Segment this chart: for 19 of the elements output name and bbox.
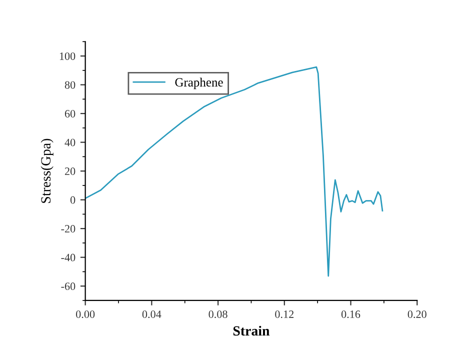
- y-axis-title: Stress(Gpa): [40, 138, 54, 203]
- x-tick-label: 0.20: [408, 310, 426, 318]
- x-tick-label: 0.08: [208, 310, 228, 318]
- x-tick-label: 0.00: [76, 310, 95, 318]
- x-tick-label: 0.04: [142, 310, 162, 318]
- x-axis-title: Strain: [233, 326, 270, 336]
- x-tick-label: 0.16: [341, 310, 360, 318]
- y-tick-label: 80: [64, 81, 76, 89]
- y-tick-label: -20: [61, 225, 76, 233]
- y-tick-label: -60: [61, 282, 76, 290]
- line-series: [85, 66, 384, 277]
- y-tick-label: 0: [70, 196, 76, 204]
- y-tick-label: -40: [61, 254, 76, 262]
- x-tick-label: 0.12: [275, 310, 294, 318]
- y-tick-label: 20: [64, 168, 76, 176]
- y-tick-label: 60: [64, 110, 76, 118]
- y-tick-label: 40: [64, 138, 76, 146]
- legend-label: Graphene: [175, 78, 223, 90]
- y-tick-label: 100: [60, 52, 76, 60]
